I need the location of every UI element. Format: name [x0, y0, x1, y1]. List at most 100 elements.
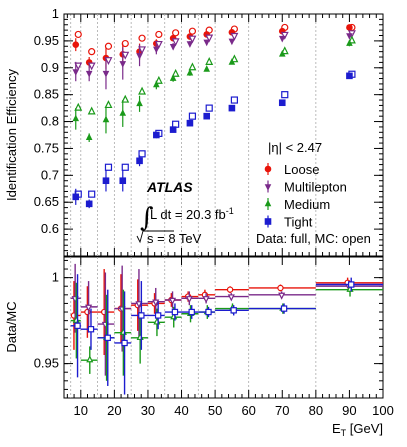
data-point	[278, 99, 286, 107]
eta-label: |η| < 2.47	[268, 140, 322, 155]
mc-point	[138, 46, 147, 55]
mc-point	[281, 91, 289, 99]
ratio-series-multilepton	[70, 263, 383, 376]
integral-sign: ∫	[140, 203, 154, 233]
data-point	[119, 61, 127, 68]
x-tick-label: 60	[241, 403, 255, 418]
mc-point	[205, 57, 214, 66]
data-point	[72, 41, 80, 48]
x-tick-label: 100	[372, 403, 394, 418]
y-tick-label: 1	[52, 6, 59, 21]
data-point	[153, 131, 160, 139]
x-tick-label: 20	[107, 403, 121, 418]
luminosity-text: L dt = 20.3 fb	[150, 207, 226, 222]
mc-point	[74, 30, 82, 39]
mc-point	[121, 94, 130, 103]
ratio-point	[104, 334, 111, 342]
mc-point	[88, 48, 96, 56]
ratio-point	[188, 308, 195, 316]
data-point	[186, 119, 194, 127]
mc-point	[138, 34, 146, 42]
x-tick-label: 10	[74, 403, 88, 418]
x-tick-label: 90	[342, 403, 356, 418]
ratio-point	[138, 312, 145, 319]
mc-point	[104, 100, 113, 109]
mc-point	[121, 163, 129, 171]
data-point	[278, 35, 286, 43]
top-y-axis-label: Identification Efficiency	[4, 69, 19, 201]
mc-point	[104, 57, 113, 66]
mc-point	[188, 112, 197, 120]
text-layer: Identification Efficiency Data/MC ET [Ge…	[4, 69, 383, 438]
legend: Loose Multilepton Medium Tight	[264, 162, 347, 230]
y-tick-label: 0.7	[41, 167, 59, 182]
x-tick-label: 40	[174, 403, 188, 418]
ratio-point	[227, 294, 235, 302]
mc-point	[88, 190, 96, 198]
legend-label: Tight	[284, 215, 313, 230]
y-tick-label: 0.9	[41, 60, 59, 75]
bottom-panel: 0.95 1 10 20 30 40 50 60 70 80 90 100	[34, 256, 394, 418]
x-tick-label: 30	[141, 403, 155, 418]
mc-point	[188, 62, 197, 71]
data-point	[72, 193, 80, 201]
ratio-series-tight	[70, 274, 383, 395]
x-axis-label-unit: [GeV]	[346, 421, 383, 436]
data-point	[102, 177, 110, 185]
ratio-point	[277, 284, 284, 292]
ratio-point	[87, 326, 95, 333]
mc-point	[155, 30, 163, 39]
y-tick-label: 0.95	[34, 356, 59, 371]
ratio-point	[205, 308, 212, 316]
data-point	[153, 80, 160, 88]
bottom-y-axis-label: Data/MC	[4, 301, 19, 352]
data-point	[346, 39, 353, 46]
energy-label: s = 8 TeV	[147, 231, 202, 246]
data-point	[136, 53, 143, 60]
data-point	[153, 46, 160, 54]
data-point	[186, 68, 194, 76]
y-tick-label: 0.95	[34, 33, 59, 48]
ratio-point	[86, 355, 94, 363]
y-tick-label: 0.85	[34, 87, 59, 102]
data-point	[72, 114, 80, 122]
data-point	[228, 58, 236, 65]
mc-point	[87, 62, 96, 71]
ratio-point	[135, 301, 143, 309]
series-medium	[72, 35, 356, 142]
data-point	[169, 126, 177, 133]
formula-decoration: ∫	[136, 203, 174, 244]
top-panel: 0.6 0.65 0.7 0.75 0.8 0.85 0.9 0.95 1 Loose Multil…	[34, 6, 384, 257]
data-point	[203, 39, 211, 47]
y-tick-label: 0.8	[41, 114, 59, 129]
y-tick-label: 0.6	[41, 221, 59, 236]
data-point	[102, 70, 110, 78]
mc-point	[230, 96, 238, 104]
data-point	[85, 200, 93, 208]
ratio-point	[226, 286, 234, 293]
ratio-point	[202, 296, 210, 304]
bottom-plot-frame	[63, 256, 384, 399]
legend-marker	[264, 218, 272, 225]
data-point	[203, 112, 211, 120]
data-point	[346, 24, 353, 31]
mc-point	[87, 106, 96, 115]
ratio-point	[230, 307, 237, 314]
legend-label: Medium	[284, 197, 330, 212]
data-point	[228, 38, 236, 46]
legend-label: Loose	[284, 162, 319, 177]
mc-point	[121, 51, 130, 60]
data-point	[85, 133, 93, 140]
data-point	[102, 115, 110, 123]
mc-point	[104, 163, 113, 171]
mc-point	[230, 32, 239, 41]
mc-point	[172, 29, 180, 37]
mc-point	[74, 62, 83, 71]
series-tight	[72, 70, 356, 209]
luminosity-superscript: -1	[226, 206, 234, 216]
data-point	[169, 74, 177, 81]
y-tick-label: 0.65	[34, 194, 59, 209]
ratio-point	[121, 339, 128, 347]
mc-point	[138, 86, 147, 95]
